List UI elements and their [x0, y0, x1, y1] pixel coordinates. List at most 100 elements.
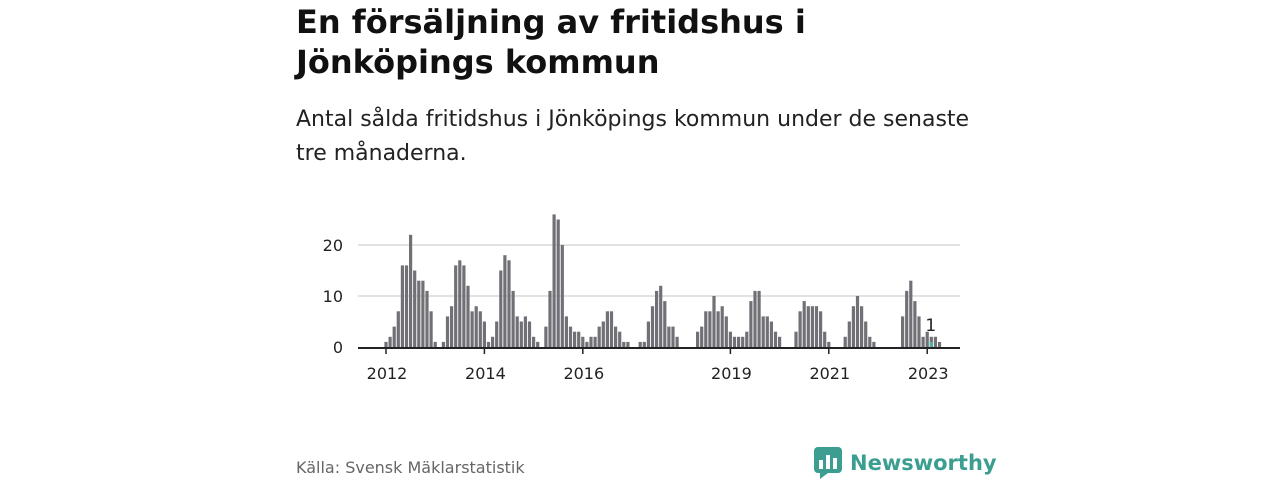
bar: [486, 341, 491, 347]
bar: [626, 341, 630, 347]
bar: [515, 316, 519, 347]
bar: [614, 326, 618, 347]
x-tick-label: 2023: [908, 364, 949, 383]
brand-logo[interactable]: Newsworthy: [814, 447, 997, 479]
bar: [597, 326, 601, 347]
bar: [696, 331, 700, 347]
x-tick-label: 2014: [465, 364, 506, 383]
bar: [503, 255, 507, 347]
bar: [454, 265, 458, 347]
bar: [445, 316, 450, 347]
bar: [466, 285, 470, 347]
bar: [425, 290, 429, 347]
highlight-value-label: 1: [925, 316, 936, 336]
y-tick-label: 20: [323, 236, 343, 255]
bar: [659, 285, 663, 347]
bar: [396, 311, 400, 347]
x-tick-label: 2012: [367, 364, 408, 383]
bar: [519, 321, 523, 347]
bar: [589, 336, 593, 347]
bar: [523, 316, 527, 347]
bar: [585, 341, 589, 347]
bar: [646, 321, 650, 347]
brand-name: Newsworthy: [850, 451, 997, 475]
bar: [843, 336, 847, 347]
bar: [593, 336, 597, 347]
bar: [581, 336, 585, 347]
bar: [749, 301, 753, 347]
bar: [737, 336, 741, 347]
bar: [622, 341, 626, 347]
bar: [913, 301, 917, 347]
bar: [429, 311, 433, 347]
bar: [601, 321, 605, 347]
bar: [704, 311, 708, 347]
bar: [548, 290, 552, 347]
chart-subtitle: Antal sålda fritidshus i Jönköpings komm…: [296, 107, 970, 166]
bar: [560, 245, 564, 347]
bar: [847, 321, 851, 347]
bar: [937, 341, 942, 347]
bar: [458, 260, 462, 347]
bar: [798, 311, 802, 347]
bar: [901, 316, 905, 347]
bar: [765, 316, 769, 347]
bars: [384, 214, 942, 347]
bar: [810, 306, 814, 347]
bar: [552, 214, 556, 347]
bar: [441, 341, 445, 347]
bar: [409, 234, 413, 347]
gridlines: [358, 244, 960, 297]
bar: [544, 326, 548, 347]
y-tick-label: 10: [323, 287, 343, 306]
bar: [532, 336, 536, 347]
bar: [663, 301, 667, 347]
bar: [568, 326, 573, 347]
bar: [909, 280, 913, 347]
bar: [642, 341, 646, 347]
bar: [716, 311, 720, 347]
bar: [868, 336, 872, 347]
bar: [495, 321, 499, 347]
bar: [827, 341, 831, 347]
bar: [814, 306, 819, 347]
bar: [712, 296, 716, 347]
bar: [400, 265, 404, 347]
bar: [794, 331, 798, 347]
bar: [720, 306, 724, 347]
bar: [564, 316, 568, 347]
bar: [482, 321, 486, 347]
bar: [851, 306, 855, 347]
bar: [778, 336, 782, 347]
bar: [761, 316, 765, 347]
bar: [511, 290, 515, 347]
bar: [478, 311, 482, 347]
bar: [757, 290, 761, 347]
bar: [421, 280, 425, 347]
bar: [724, 316, 728, 347]
bar: [872, 341, 876, 347]
bar: [433, 341, 437, 347]
bar: [404, 265, 409, 347]
bar: [573, 331, 577, 347]
bar: [577, 331, 581, 347]
bar: [609, 311, 614, 347]
chart-title: En försäljning av fritidshus i Jönköping…: [296, 3, 806, 81]
bar: [527, 321, 532, 347]
source-note: Källa: Svensk Mäklarstatistik: [296, 458, 525, 477]
bar: [384, 341, 388, 347]
bar: [388, 336, 392, 347]
bar: [470, 311, 474, 347]
bar: [802, 301, 806, 347]
bar: [618, 331, 622, 347]
axes: [358, 347, 960, 354]
bar: [806, 306, 810, 347]
bar: [864, 321, 868, 347]
bar: [773, 331, 778, 347]
bar: [671, 326, 675, 347]
newsworthy-logo-icon: [814, 447, 842, 479]
bar: [667, 326, 671, 347]
bar: [860, 306, 864, 347]
bar: [536, 341, 540, 347]
y-tick-label: 0: [333, 338, 343, 357]
